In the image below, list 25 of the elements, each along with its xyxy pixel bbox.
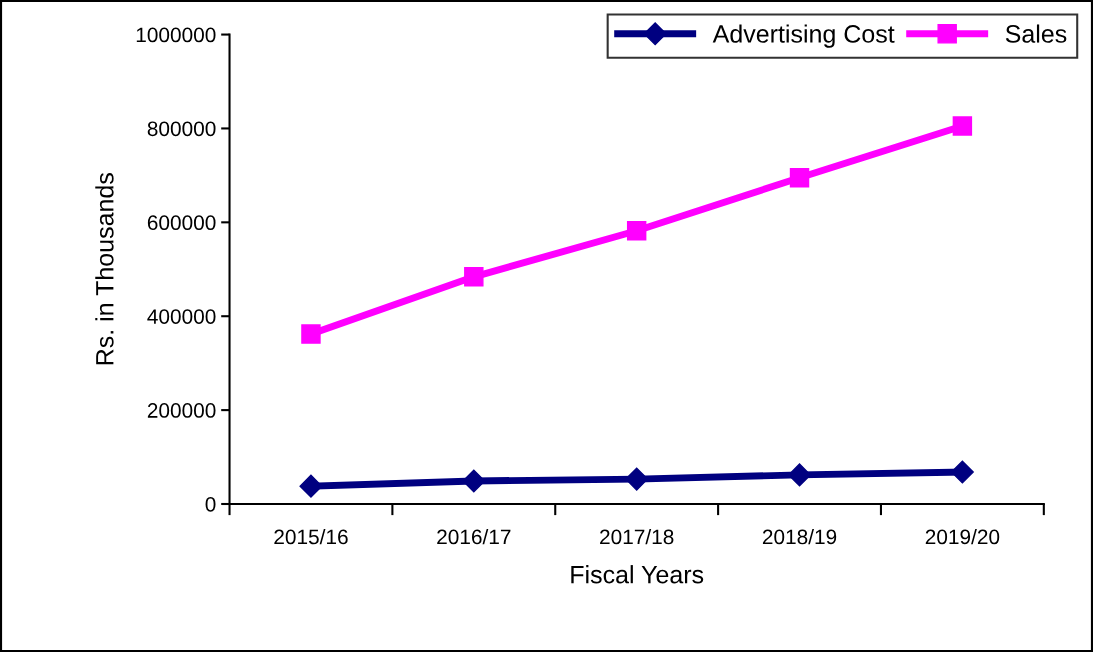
point [625, 467, 649, 491]
x-tick-label: 2017/18 [600, 529, 674, 545]
y-tick-label: 400000 [147, 309, 216, 324]
x-tick-label: 2015/16 [274, 529, 348, 545]
legend-label: Advertising Cost [712, 24, 895, 48]
y-tick-label: 1000000 [136, 27, 216, 43]
point [626, 221, 647, 241]
point [462, 469, 486, 493]
y-tick-label: 200000 [147, 403, 216, 418]
y-axis-title: Rs. in Thousands [95, 173, 114, 365]
point [789, 168, 810, 188]
point [464, 267, 484, 287]
point [299, 474, 323, 498]
x-tick-label: 2018/19 [762, 529, 837, 545]
y-tick-label: 800000 [147, 121, 216, 137]
point [952, 116, 973, 136]
x-tick-label: 2019/20 [925, 529, 1000, 545]
y-tick-label: 0 [205, 497, 216, 512]
point [788, 463, 812, 487]
x-axis-title: Fiscal Years [571, 565, 704, 584]
point [950, 460, 974, 484]
x-tick-label: 2016/17 [437, 529, 511, 545]
legend-label: Sales [1005, 24, 1067, 43]
point [301, 324, 321, 344]
y-tick-label: 600000 [147, 215, 216, 231]
